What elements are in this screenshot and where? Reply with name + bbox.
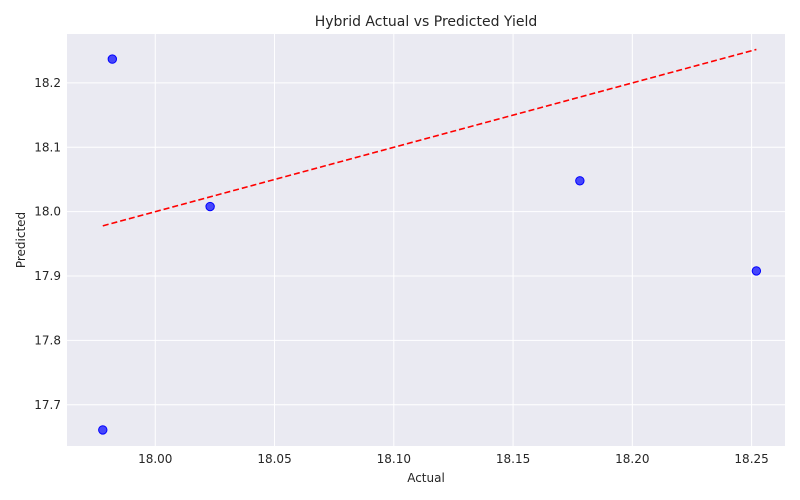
reference-line-layer	[102, 48, 757, 227]
data-point	[98, 425, 108, 435]
x-tick-labels: 18.00 18.05 18.10 18.15 18.20 18.25	[138, 452, 769, 466]
chart-title: Hybrid Actual vs Predicted Yield	[315, 14, 538, 30]
x-tick-label: 18.05	[257, 452, 291, 466]
y-tick-label: 17.8	[34, 333, 61, 347]
x-tick-label: 18.15	[496, 452, 530, 466]
data-points	[98, 54, 762, 435]
y-tick-label: 18.0	[34, 205, 61, 219]
reference-line	[102, 48, 757, 227]
grid	[67, 34, 785, 446]
data-point	[107, 54, 118, 64]
y-tick-label: 18.1	[34, 140, 61, 154]
x-tick-label: 18.00	[138, 452, 172, 466]
y-axis-label: Predicted	[14, 212, 28, 268]
data-point	[205, 201, 215, 212]
x-tick-label: 18.20	[615, 452, 649, 466]
data-point	[575, 176, 585, 186]
plot-background	[67, 34, 785, 446]
y-tick-label: 17.7	[34, 398, 61, 412]
y-tick-label: 17.9	[34, 269, 61, 283]
x-tick-label: 18.25	[734, 452, 768, 466]
y-tick-labels: 17.7 17.8 17.9 18.0 18.1 18.2	[34, 76, 61, 412]
x-axis-label: Actual	[407, 471, 445, 485]
x-tick-label: 18.10	[377, 452, 411, 466]
data-point	[751, 266, 762, 276]
y-tick-label: 18.2	[34, 76, 61, 90]
